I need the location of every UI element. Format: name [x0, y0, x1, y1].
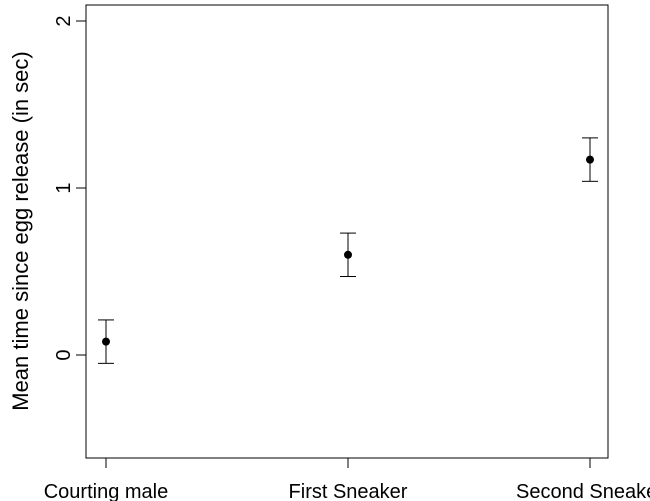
x-axis: Courting male First Sneaker Second Sneaker [44, 458, 650, 501]
plot-frame [85, 4, 609, 459]
y-axis-title: Mean time since egg release (in sec) [8, 51, 33, 411]
x-tick-label: Courting male [44, 481, 169, 501]
y-tick-label: 1 [53, 182, 75, 193]
data-point [344, 250, 352, 259]
x-tick-label: Second Sneaker [516, 481, 650, 501]
x-tick-label: First Sneaker [289, 481, 408, 501]
y-tick-label: 2 [53, 15, 75, 26]
data-point [586, 155, 594, 164]
data-point [102, 337, 110, 346]
y-axis: 0 1 2 [53, 15, 86, 361]
y-tick-label: 0 [53, 349, 75, 360]
data-marks [98, 137, 598, 364]
